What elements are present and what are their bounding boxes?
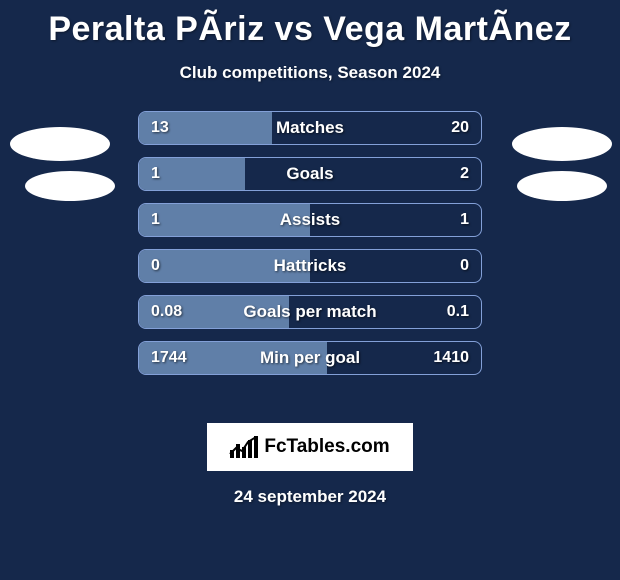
stat-row: 00Hattricks [138,249,482,283]
stat-bar-left [139,204,310,236]
player-right-team-badge [517,171,607,201]
stat-row: 12Goals [138,157,482,191]
player-right-avatar [512,127,612,161]
page-title: Peralta PÃriz vs Vega MartÃnez [0,0,620,49]
footer-logo: FcTables.com [207,423,413,471]
player-left-team-badge [25,171,115,201]
stat-bars-column: 1320Matches 12Goals 11Assists 00Hattricks 0.… [138,111,482,387]
stat-value-right: 1410 [433,349,469,367]
stat-value-right: 0 [460,257,469,275]
stat-value-right: 0.1 [447,303,469,321]
stat-row: 11Assists [138,203,482,237]
stat-row: 1320Matches [138,111,482,145]
stat-value-right: 2 [460,165,469,183]
stat-row: 17441410Min per goal [138,341,482,375]
player-left-avatar [10,127,110,161]
stat-bar-left [139,158,245,190]
stat-bar-left [139,342,327,374]
logo-bars-icon [230,436,258,458]
stat-bar-left [139,112,272,144]
stat-bar-left [139,250,310,282]
page-subtitle: Club competitions, Season 2024 [0,63,620,83]
stat-value-right: 20 [451,119,469,137]
stat-value-right: 1 [460,211,469,229]
date-label: 24 september 2024 [0,487,620,507]
stat-row: 0.080.1Goals per match [138,295,482,329]
footer-logo-text: FcTables.com [264,436,389,458]
stat-bar-left [139,296,289,328]
comparison-section: 1320Matches 12Goals 11Assists 00Hattricks 0.… [0,111,620,411]
